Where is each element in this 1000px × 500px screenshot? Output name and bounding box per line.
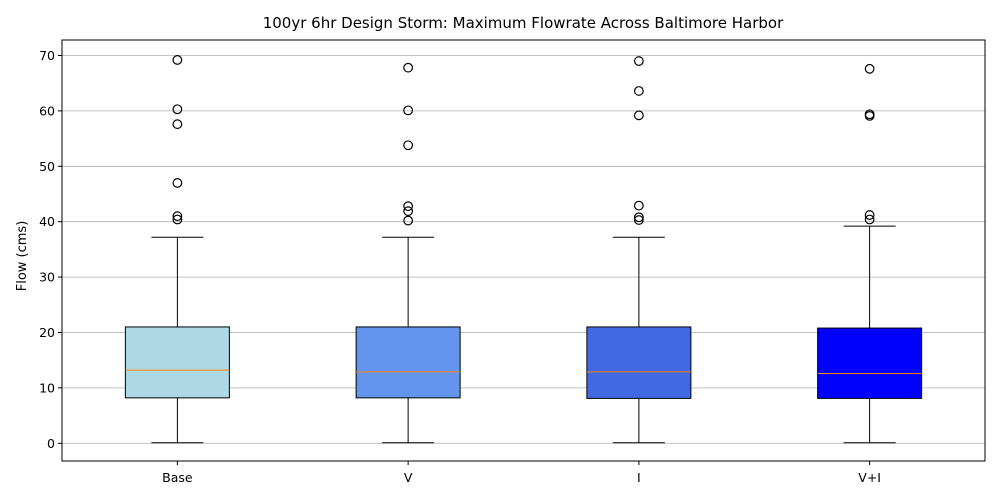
outlier-point-0-5 — [172, 214, 183, 225]
x-tick-label-0: Base — [162, 470, 193, 485]
outlier-point-3-4 — [864, 214, 875, 225]
outlier-point-0-4 — [172, 211, 183, 222]
outlier-point-1-1 — [403, 105, 414, 116]
y-axis-label: Flow (cms) — [15, 221, 30, 292]
box-rect-0 — [124, 326, 230, 399]
outlier-point-2-1 — [633, 86, 644, 96]
chart-title: 100yr 6hr Design Storm: Maximum Flowrate… — [263, 14, 784, 32]
outlier-point-1-3 — [403, 201, 414, 212]
x-tick-label-3: V+I — [858, 470, 881, 485]
box-1 — [355, 62, 461, 444]
outlier-point-3-2 — [864, 110, 875, 121]
box-rect-2 — [586, 326, 692, 399]
box-rect-3 — [817, 327, 923, 399]
outlier-point-2-2 — [633, 110, 644, 121]
outlier-point-1-4 — [403, 206, 414, 217]
y-tick-label-7: 70 — [39, 48, 55, 63]
outlier-point-0-1 — [172, 104, 183, 115]
plot-frame — [61, 39, 986, 462]
outlier-point-0-3 — [172, 178, 183, 188]
y-tick-label-2: 20 — [39, 325, 55, 340]
y-tick-label-6: 60 — [39, 103, 55, 118]
outlier-point-1-2 — [403, 140, 414, 151]
y-tick-label-5: 50 — [39, 159, 55, 174]
outlier-point-2-0 — [633, 56, 644, 66]
outlier-point-2-4 — [633, 212, 644, 223]
box-0 — [124, 55, 230, 444]
y-tick-label-4: 40 — [39, 214, 55, 229]
outlier-point-2-3 — [633, 200, 644, 211]
outlier-point-1-5 — [403, 215, 414, 226]
outlier-point-1-0 — [403, 62, 414, 73]
outlier-point-0-0 — [172, 55, 183, 65]
box-3 — [817, 63, 923, 444]
outlier-point-0-2 — [172, 119, 183, 130]
outlier-point-3-3 — [864, 210, 875, 220]
axis-layer: 0 10 20 30 40 50 60 70 Base V I V+I — [39, 39, 986, 485]
y-tick-label-1: 10 — [39, 380, 55, 395]
box-rect-1 — [355, 326, 461, 399]
x-tick-label-1: V — [404, 470, 413, 485]
y-tick-label-0: 0 — [47, 436, 55, 451]
box-2 — [586, 56, 692, 444]
outlier-point-3-0 — [864, 63, 875, 74]
y-tick-label-3: 30 — [39, 270, 55, 285]
outlier-point-2-5 — [633, 215, 644, 225]
x-tick-label-2: I — [637, 470, 641, 485]
box-layer — [124, 55, 923, 444]
